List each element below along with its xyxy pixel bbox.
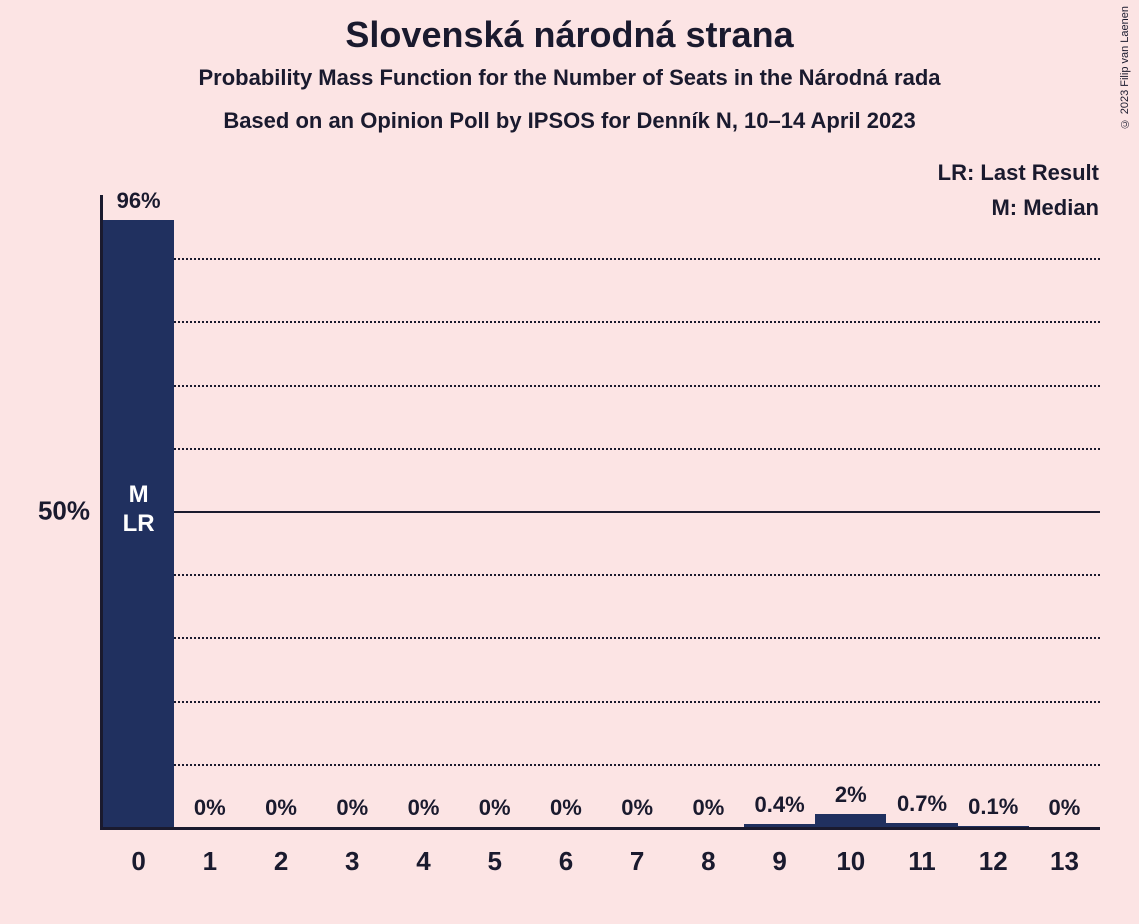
x-axis-tick: 10 bbox=[836, 846, 865, 877]
chart-title: Slovenská národná strana bbox=[345, 14, 793, 56]
x-axis-tick: 0 bbox=[131, 846, 145, 877]
bar bbox=[744, 824, 815, 827]
bar-value-label: 0% bbox=[1049, 795, 1081, 821]
bar-value-label: 0.7% bbox=[897, 791, 947, 817]
bars-group: 96%0MLR0%10%20%30%40%50%60%70%80.4%92%10… bbox=[103, 195, 1100, 827]
x-axis-tick: 7 bbox=[630, 846, 644, 877]
bar-value-label: 0% bbox=[194, 795, 226, 821]
bar-slot: 0%2 bbox=[245, 195, 316, 827]
copyright-text: © 2023 Filip van Laenen bbox=[1119, 6, 1131, 129]
plot-area: 50% 96%0MLR0%10%20%30%40%50%60%70%80.4%9… bbox=[100, 195, 1100, 830]
x-axis bbox=[100, 827, 1100, 830]
bar bbox=[958, 826, 1029, 827]
chart-subtitle-1: Probability Mass Function for the Number… bbox=[199, 65, 941, 91]
bar-slot: 0%7 bbox=[602, 195, 673, 827]
bar-slot: 0%1 bbox=[174, 195, 245, 827]
bar-value-label: 0% bbox=[265, 795, 297, 821]
bar-value-label: 0.4% bbox=[755, 792, 805, 818]
x-axis-tick: 2 bbox=[274, 846, 288, 877]
x-axis-tick: 1 bbox=[203, 846, 217, 877]
chart-subtitle-2: Based on an Opinion Poll by IPSOS for De… bbox=[223, 108, 915, 134]
bar-value-label: 0% bbox=[621, 795, 653, 821]
x-axis-tick: 3 bbox=[345, 846, 359, 877]
x-axis-tick: 4 bbox=[416, 846, 430, 877]
x-axis-tick: 11 bbox=[908, 846, 936, 877]
bar-slot: 0%8 bbox=[673, 195, 744, 827]
bar-value-label: 0.1% bbox=[968, 794, 1018, 820]
bar-annotation: MLR bbox=[123, 481, 155, 539]
bar-value-label: 2% bbox=[835, 782, 867, 808]
bar-slot: 0.7%11 bbox=[886, 195, 957, 827]
bar-slot: 0.4%9 bbox=[744, 195, 815, 827]
bar-slot: 0%4 bbox=[388, 195, 459, 827]
bar bbox=[815, 814, 886, 827]
bar-value-label: 96% bbox=[117, 188, 161, 214]
bar-value-label: 0% bbox=[408, 795, 440, 821]
bar-slot: 0%13 bbox=[1029, 195, 1100, 827]
bar-value-label: 0% bbox=[550, 795, 582, 821]
bar-value-label: 0% bbox=[692, 795, 724, 821]
x-axis-tick: 12 bbox=[979, 846, 1008, 877]
bar-slot: 96%0MLR bbox=[103, 195, 174, 827]
bar bbox=[886, 823, 957, 827]
bar-value-label: 0% bbox=[479, 795, 511, 821]
y-axis-label: 50% bbox=[15, 496, 90, 527]
x-axis-tick: 6 bbox=[559, 846, 573, 877]
bar-slot: 0.1%12 bbox=[958, 195, 1029, 827]
x-axis-tick: 13 bbox=[1050, 846, 1079, 877]
legend-lr: LR: Last Result bbox=[938, 155, 1099, 190]
chart-container: Slovenská národná strana Probability Mas… bbox=[0, 0, 1139, 924]
x-axis-tick: 9 bbox=[772, 846, 786, 877]
x-axis-tick: 8 bbox=[701, 846, 715, 877]
bar-slot: 0%3 bbox=[317, 195, 388, 827]
x-axis-tick: 5 bbox=[487, 846, 501, 877]
bar-value-label: 0% bbox=[336, 795, 368, 821]
bar-slot: 2%10 bbox=[815, 195, 886, 827]
bar-slot: 0%6 bbox=[530, 195, 601, 827]
bar-slot: 0%5 bbox=[459, 195, 530, 827]
